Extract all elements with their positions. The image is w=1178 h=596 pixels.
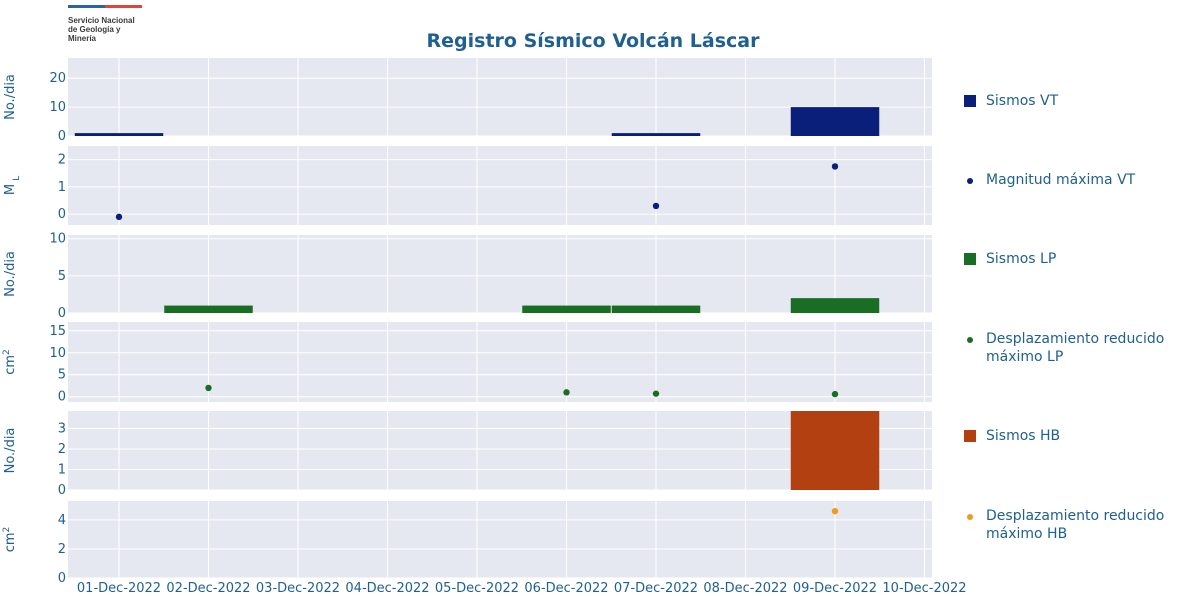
y-tick-label: 2 <box>58 153 66 168</box>
x-tick-label: 09-Dec-2022 <box>793 581 877 596</box>
y-tick-label: 15 <box>49 324 66 339</box>
legend-label: Sismos HB <box>986 428 1061 444</box>
x-tick-label: 08-Dec-2022 <box>703 581 787 596</box>
legend-square-icon <box>964 95 976 107</box>
y-tick-label: 0 <box>58 483 66 498</box>
scatter-point <box>115 213 123 221</box>
x-tick-label: 10-Dec-2022 <box>882 581 966 596</box>
scatter-point <box>831 163 839 170</box>
bar <box>74 133 164 136</box>
logo-line-1: Servicio Nacional <box>68 16 135 25</box>
y-tick-label: 4 <box>58 513 66 528</box>
legend-item-magnitud-vt[interactable]: Magnitud máxima VT <box>960 171 1176 189</box>
x-tick-label: 02-Dec-2022 <box>166 581 250 596</box>
y-tick-label: 0 <box>58 571 66 586</box>
y-tick-label: 0 <box>58 390 66 405</box>
legend-dot-icon <box>967 514 973 520</box>
legend-label: Sismos LP <box>986 251 1057 267</box>
scatter-point <box>831 507 839 515</box>
legend-label: Desplazamiento reducido máximo HB <box>986 508 1165 542</box>
y-tick-label: 0 <box>58 207 66 222</box>
y-tick-label: 5 <box>58 368 66 383</box>
y-axis-label: No./dia <box>3 74 18 120</box>
x-tick-label: 05-Dec-2022 <box>435 581 519 596</box>
legend-item-sismos-hb[interactable]: Sismos HB <box>960 427 1176 445</box>
panel-background <box>68 146 932 225</box>
legend-label: Sismos VT <box>986 93 1059 109</box>
scatter-point <box>652 390 660 397</box>
y-tick-label: 10 <box>49 346 66 361</box>
y-axis-label-superscript: 2 <box>2 527 12 533</box>
bar <box>790 298 880 313</box>
bar <box>790 411 880 490</box>
scatter-point <box>563 389 570 396</box>
legend-item-sismos-vt[interactable]: Sismos VT <box>960 92 1176 110</box>
y-axis-label: cm2 <box>2 349 18 375</box>
y-tick-label: 5 <box>58 269 66 284</box>
panel-background <box>68 411 932 490</box>
bar <box>164 305 253 313</box>
bar <box>611 133 701 136</box>
legend-square-icon <box>964 253 976 265</box>
y-tick-label: 20 <box>49 71 66 86</box>
bar <box>522 305 611 313</box>
y-axis-label: No./dia <box>3 428 18 474</box>
y-axis-label: ML <box>3 176 22 195</box>
x-tick-label: 07-Dec-2022 <box>614 581 698 596</box>
scatter-point <box>831 390 839 398</box>
legend-label: Desplazamiento reducido máximo LP <box>986 331 1165 365</box>
chart-title: Registro Sísmico Volcán Láscar <box>426 30 760 52</box>
logo-stripe <box>68 5 142 8</box>
logo-line-3: Minería <box>68 34 97 43</box>
scatter-point <box>652 202 660 210</box>
y-tick-label: 2 <box>58 542 66 557</box>
y-tick-label: 2 <box>58 442 66 457</box>
y-tick-label: 3 <box>58 421 66 436</box>
sernageomin-logo: Servicio Nacional de Geología y Minería <box>68 5 148 43</box>
y-tick-label: 1 <box>58 462 66 477</box>
x-tick-label: 03-Dec-2022 <box>256 581 340 596</box>
legend-item-dr-hb[interactable]: Desplazamiento reducido máximo HB <box>960 507 1176 543</box>
scatter-point <box>205 384 212 392</box>
y-tick-label: 0 <box>58 129 66 144</box>
legend-item-sismos-lp[interactable]: Sismos LP <box>960 250 1176 268</box>
x-tick-label: 06-Dec-2022 <box>524 581 608 596</box>
panel-background <box>68 322 932 402</box>
panel-background <box>68 58 932 136</box>
y-tick-label: 10 <box>49 232 66 247</box>
legend-square-icon <box>964 430 976 442</box>
bar <box>611 305 701 313</box>
x-tick-label: 04-Dec-2022 <box>345 581 429 596</box>
bar <box>790 107 880 136</box>
y-axis-label-superscript: 2 <box>2 349 12 355</box>
y-tick-label: 0 <box>58 306 66 321</box>
y-axis-label: No./dia <box>3 251 18 297</box>
panel-background <box>68 235 932 313</box>
panel-background <box>68 501 932 578</box>
logo-text: Servicio Nacional de Geología y Minería <box>68 16 148 43</box>
legend-dot-icon <box>967 337 973 343</box>
legend-dot-icon <box>967 178 973 184</box>
y-axis-label-subscript: L <box>12 176 22 181</box>
y-tick-label: 10 <box>49 100 66 115</box>
y-tick-label: 1 <box>58 180 66 195</box>
logo-line-2: de Geología y <box>68 25 121 34</box>
y-axis-label: cm2 <box>2 527 18 553</box>
legend-item-dr-lp[interactable]: Desplazamiento reducido máximo LP <box>960 330 1176 366</box>
legend-label: Magnitud máxima VT <box>986 172 1136 188</box>
x-tick-label: 01-Dec-2022 <box>77 581 161 596</box>
